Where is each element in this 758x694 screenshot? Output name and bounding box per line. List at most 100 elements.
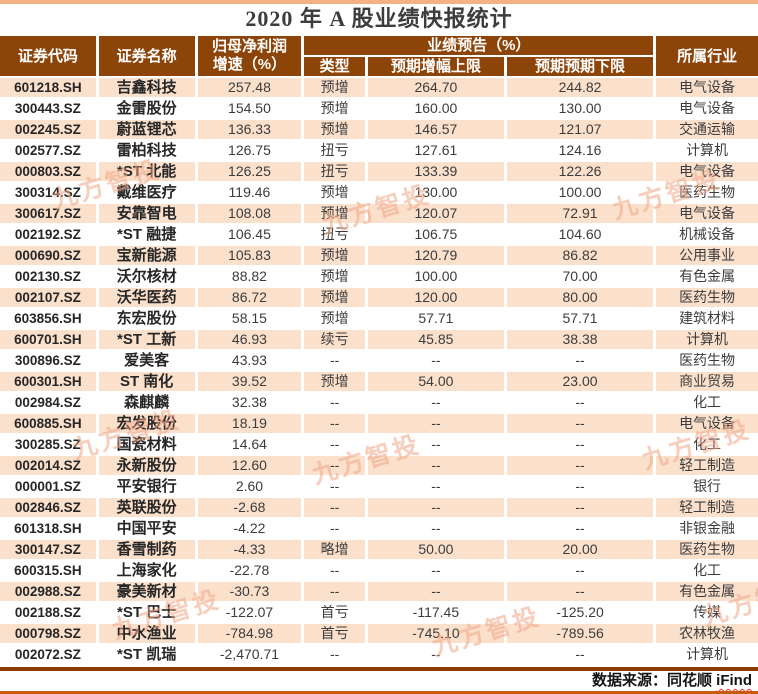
page-bottom-divider [0,691,758,694]
cell-industry: 有色金属 [656,267,758,286]
cell-industry: 电气设备 [656,414,758,433]
cell-upper: -- [367,414,504,433]
cell-name: 平安银行 [98,477,195,496]
cell-name: 雷柏科技 [98,141,195,160]
cell-name: *ST 工新 [98,330,195,349]
cell-upper: -- [367,435,504,454]
cell-code: 600885.SH [0,414,96,433]
table-bottom-divider [0,667,758,671]
cell-name: 国瓷材料 [98,435,195,454]
cell-lower: 124.16 [506,141,654,160]
cell-name: 蔚蓝锂芯 [98,120,195,139]
table-row: 300314.SZ 戴维医疗 119.46 预增 130.00 100.00 医药生物 [0,183,758,202]
cell-industry: 化工 [656,393,758,412]
cell-growth: 58.15 [197,309,302,328]
cell-industry: 电气设备 [656,204,758,223]
cell-industry: 电气设备 [656,78,758,97]
cell-lower: -789.56 [506,624,654,643]
cell-industry: 医药生物 [656,351,758,370]
cell-name: 中水渔业 [98,624,195,643]
cell-upper: -- [367,645,504,664]
cell-type: -- [304,351,365,370]
cell-code: 002988.SZ [0,582,96,601]
cell-industry: 机械设备 [656,225,758,244]
cell-code: 000803.SZ [0,162,96,181]
page-title: 2020 年 A 股业绩快报统计 [245,6,513,31]
cell-type: 扭亏 [304,225,365,244]
cell-growth: 14.64 [197,435,302,454]
cell-name: *ST 巴士 [98,603,195,622]
cell-name: 上海家化 [98,561,195,580]
cell-upper: 120.79 [367,246,504,265]
cell-name: 中国平安 [98,519,195,538]
cell-lower: -- [506,477,654,496]
cell-upper: 57.71 [367,309,504,328]
cell-growth: 12.60 [197,456,302,475]
cell-industry: 化工 [656,435,758,454]
cell-upper: 45.85 [367,330,504,349]
cell-upper: 120.07 [367,204,504,223]
cell-growth: 43.93 [197,351,302,370]
cell-upper: -- [367,519,504,538]
cell-lower: -- [506,582,654,601]
cell-type: -- [304,519,365,538]
cell-industry: 轻工制造 [656,498,758,517]
table-row: 002130.SZ 沃尔核材 88.82 预增 100.00 70.00 有色金属 [0,267,758,286]
cell-name: 英联股份 [98,498,195,517]
header-growth-line2: 增速（%） [212,56,287,73]
cell-code: 600701.SH [0,330,96,349]
table-row: 002192.SZ *ST 融捷 106.45 扭亏 106.75 104.60 机械设备 [0,225,758,244]
cell-growth: 108.08 [197,204,302,223]
cell-code: 002245.SZ [0,120,96,139]
cell-type: -- [304,477,365,496]
cell-name: 吉鑫科技 [98,78,195,97]
table-row: 300896.SZ 爱美客 43.93 -- -- -- 医药生物 [0,351,758,370]
cell-growth: -22.78 [197,561,302,580]
cell-industry: 电气设备 [656,162,758,181]
cell-industry: 计算机 [656,645,758,664]
table-row: 002072.SZ *ST 凯瑞 -2,470.71 -- -- -- 计算机 [0,645,758,664]
cell-lower: -- [506,456,654,475]
cell-code: 000690.SZ [0,246,96,265]
cell-upper: -745.10 [367,624,504,643]
cell-type: 预增 [304,204,365,223]
cell-upper: -- [367,393,504,412]
cell-growth: 86.72 [197,288,302,307]
cell-lower: 104.60 [506,225,654,244]
cell-name: *ST 融捷 [98,225,195,244]
cell-growth: 126.75 [197,141,302,160]
cell-upper: 146.57 [367,120,504,139]
cell-type: -- [304,414,365,433]
cell-growth: -30.73 [197,582,302,601]
cell-code: 000798.SZ [0,624,96,643]
cell-name: 沃华医药 [98,288,195,307]
cell-code: 300617.SZ [0,204,96,223]
cell-lower: 244.82 [506,78,654,97]
header-industry: 所属行业 [656,36,758,76]
cell-type: -- [304,435,365,454]
table-row: 300285.SZ 国瓷材料 14.64 -- -- -- 化工 [0,435,758,454]
cell-upper: -- [367,477,504,496]
cell-upper: 130.00 [367,183,504,202]
cell-type: 首亏 [304,603,365,622]
cell-industry: 传媒 [656,603,758,622]
table-row: 000001.SZ 平安银行 2.60 -- -- -- 银行 [0,477,758,496]
cell-industry: 电气设备 [656,99,758,118]
cell-lower: 130.00 [506,99,654,118]
cell-industry: 非银金融 [656,519,758,538]
ifind-label: iFind [716,672,752,689]
cell-industry: 公用事业 [656,246,758,265]
cell-growth: -2,470.71 [197,645,302,664]
cell-code: 002984.SZ [0,393,96,412]
cell-growth: -122.07 [197,603,302,622]
table-body: 601218.SH 吉鑫科技 257.48 预增 264.70 244.82 电气设备 300… [0,78,758,664]
cell-code: 002577.SZ [0,141,96,160]
cell-code: 300147.SZ [0,540,96,559]
table-row: 600885.SH 宏发股份 18.19 -- -- -- 电气设备 [0,414,758,433]
cell-growth: 126.25 [197,162,302,181]
cell-code: 002192.SZ [0,225,96,244]
cell-growth: 88.82 [197,267,302,286]
cell-code: 300285.SZ [0,435,96,454]
cell-name: 森麒麟 [98,393,195,412]
table-row: 603856.SH 东宏股份 58.15 预增 57.71 57.71 建筑材料 [0,309,758,328]
